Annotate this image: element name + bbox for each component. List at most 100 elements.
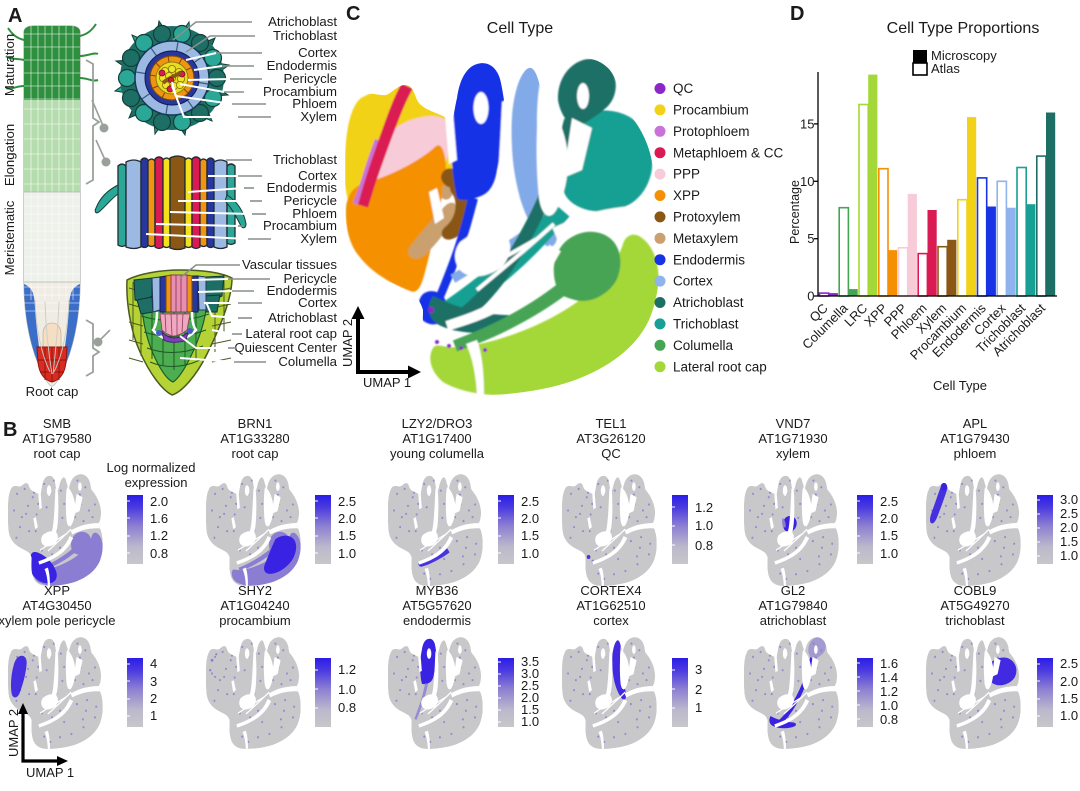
- svg-text:Endodermis: Endodermis: [673, 252, 745, 267]
- svg-text:Protoxylem: Protoxylem: [673, 210, 741, 225]
- svg-text:0.8: 0.8: [695, 538, 713, 553]
- svg-text:Procambium: Procambium: [673, 103, 749, 118]
- svg-text:1.0: 1.0: [338, 682, 356, 697]
- svg-text:Lateral root cap: Lateral root cap: [673, 359, 767, 374]
- svg-text:XPP: XPP: [673, 188, 700, 203]
- svg-text:0.8: 0.8: [338, 700, 356, 715]
- svg-text:1.5: 1.5: [1060, 534, 1078, 549]
- svg-text:1: 1: [695, 700, 702, 715]
- svg-text:Cell Type: Cell Type: [933, 378, 987, 393]
- svg-text:1.0: 1.0: [1060, 548, 1078, 563]
- svg-text:1.6: 1.6: [150, 511, 168, 526]
- svg-text:1.2: 1.2: [338, 662, 356, 677]
- svg-text:0.8: 0.8: [150, 546, 168, 561]
- svg-text:UMAP 2: UMAP 2: [6, 709, 21, 757]
- svg-text:BRN1: BRN1: [238, 416, 273, 431]
- svg-text:Vascular tissues: Vascular tissues: [242, 257, 337, 272]
- svg-text:Endodermis: Endodermis: [267, 58, 338, 73]
- svg-text:1.0: 1.0: [880, 546, 898, 561]
- svg-text:Percentage: Percentage: [788, 180, 802, 244]
- svg-text:Pericycle: Pericycle: [284, 271, 338, 286]
- svg-text:2.0: 2.0: [521, 690, 539, 705]
- svg-text:Log normalized: Log normalized: [107, 460, 196, 475]
- svg-text:PPP: PPP: [673, 167, 700, 182]
- svg-text:Root cap: Root cap: [26, 384, 79, 399]
- svg-text:AT5G57620: AT5G57620: [402, 598, 471, 613]
- svg-text:Trichoblast: Trichoblast: [673, 317, 739, 332]
- svg-text:3.5: 3.5: [521, 654, 539, 669]
- svg-text:4: 4: [150, 656, 157, 671]
- svg-text:Cell Type: Cell Type: [487, 20, 554, 37]
- svg-text:Procambium: Procambium: [263, 84, 337, 99]
- svg-text:Xylem: Xylem: [300, 231, 337, 246]
- svg-text:1.0: 1.0: [338, 546, 356, 561]
- svg-text:1.0: 1.0: [521, 714, 539, 729]
- svg-text:AT1G17400: AT1G17400: [402, 431, 471, 446]
- svg-text:2.5: 2.5: [880, 494, 898, 509]
- svg-text:QC: QC: [601, 446, 621, 461]
- svg-text:Meristematic: Meristematic: [2, 200, 17, 275]
- svg-text:AT1G71930: AT1G71930: [758, 431, 827, 446]
- svg-text:AT1G62510: AT1G62510: [576, 598, 645, 613]
- svg-text:2.0: 2.0: [521, 511, 539, 526]
- svg-text:Microscopy: Microscopy: [931, 48, 997, 63]
- svg-text:AT1G79840: AT1G79840: [758, 598, 827, 613]
- svg-text:1.2: 1.2: [695, 500, 713, 515]
- svg-text:TEL1: TEL1: [595, 416, 626, 431]
- svg-text:AT4G30450: AT4G30450: [22, 598, 91, 613]
- svg-text:AT1G04240: AT1G04240: [220, 598, 289, 613]
- svg-text:Trichoblast: Trichoblast: [273, 28, 337, 43]
- svg-text:1.5: 1.5: [1060, 691, 1078, 706]
- svg-text:Endodermis: Endodermis: [267, 180, 338, 195]
- svg-text:Procambium: Procambium: [263, 218, 337, 233]
- svg-text:2.0: 2.0: [1060, 520, 1078, 535]
- svg-text:Maturation: Maturation: [2, 34, 17, 96]
- svg-text:expression: expression: [125, 475, 188, 490]
- svg-text:Elongation: Elongation: [2, 124, 17, 186]
- svg-text:Columella: Columella: [278, 354, 337, 369]
- svg-text:AT5G49270: AT5G49270: [940, 598, 1009, 613]
- svg-text:xylem pole pericycle: xylem pole pericycle: [0, 613, 116, 628]
- svg-text:1.2: 1.2: [880, 684, 898, 699]
- svg-text:procambium: procambium: [219, 613, 291, 628]
- svg-text:GL2: GL2: [781, 583, 806, 598]
- svg-text:2: 2: [695, 682, 702, 697]
- svg-text:Phloem: Phloem: [292, 206, 337, 221]
- svg-text:1.5: 1.5: [338, 528, 356, 543]
- svg-text:Atrichoblast: Atrichoblast: [268, 310, 337, 325]
- svg-text:1.4: 1.4: [880, 670, 898, 685]
- svg-text:VND7: VND7: [776, 416, 811, 431]
- svg-text:1: 1: [150, 708, 157, 723]
- svg-text:root cap: root cap: [232, 446, 279, 461]
- svg-text:young columella: young columella: [390, 446, 485, 461]
- svg-text:Cell Type Proportions: Cell Type Proportions: [887, 20, 1040, 37]
- svg-text:2.5: 2.5: [1060, 506, 1078, 521]
- svg-text:10: 10: [800, 174, 814, 189]
- svg-text:2.5: 2.5: [521, 678, 539, 693]
- svg-text:3.0: 3.0: [521, 666, 539, 681]
- svg-text:3: 3: [695, 662, 702, 677]
- svg-text:Pericycle: Pericycle: [284, 71, 338, 86]
- svg-text:15: 15: [800, 116, 814, 131]
- svg-text:atrichoblast: atrichoblast: [760, 613, 827, 628]
- svg-text:UMAP 1: UMAP 1: [363, 375, 411, 390]
- svg-text:1.0: 1.0: [880, 698, 898, 713]
- svg-text:UMAP 1: UMAP 1: [26, 765, 74, 780]
- svg-text:Xylem: Xylem: [300, 109, 337, 124]
- svg-text:root cap: root cap: [34, 446, 81, 461]
- svg-text:Columella: Columella: [673, 338, 734, 353]
- svg-text:2.0: 2.0: [338, 511, 356, 526]
- svg-text:Metaphloem & CC: Metaphloem & CC: [673, 145, 784, 160]
- svg-text:Cortex: Cortex: [298, 45, 337, 60]
- svg-text:A: A: [8, 5, 22, 27]
- svg-text:1.6: 1.6: [880, 656, 898, 671]
- svg-text:Pericycle: Pericycle: [284, 193, 338, 208]
- svg-text:CORTEX4: CORTEX4: [580, 583, 641, 598]
- svg-text:Lateral root cap: Lateral root cap: [245, 326, 337, 341]
- svg-text:1.0: 1.0: [695, 518, 713, 533]
- svg-text:1.5: 1.5: [880, 528, 898, 543]
- svg-text:3: 3: [150, 674, 157, 689]
- svg-text:cortex: cortex: [593, 613, 629, 628]
- svg-text:0: 0: [807, 289, 814, 304]
- svg-text:2.0: 2.0: [1060, 674, 1078, 689]
